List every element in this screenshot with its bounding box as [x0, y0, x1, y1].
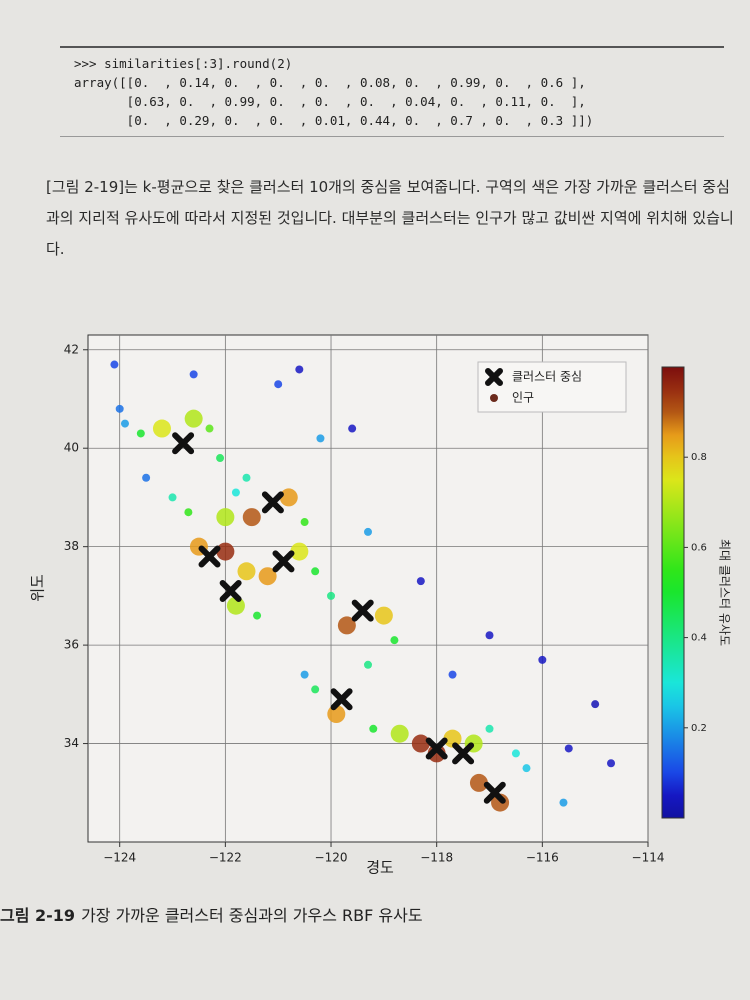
- population-point: [242, 473, 251, 482]
- population-point: [216, 454, 225, 463]
- population-point: [290, 542, 309, 561]
- population-point: [607, 759, 616, 768]
- x-tick-label: −124: [103, 851, 136, 865]
- population-point: [411, 734, 430, 753]
- y-axis-label: 위도: [29, 574, 47, 602]
- population-point: [295, 365, 304, 374]
- population-point: [522, 764, 531, 773]
- population-point: [390, 636, 399, 645]
- code-line: [0.63, 0. , 0.99, 0. , 0. , 0. , 0.04, 0…: [74, 94, 586, 109]
- population-point: [369, 724, 378, 733]
- code-line: >>> similarities[:3].round(2): [74, 56, 293, 71]
- population-point: [485, 724, 494, 733]
- population-point: [253, 611, 262, 620]
- y-tick-label: 38: [64, 539, 79, 553]
- population-point: [311, 685, 320, 694]
- code-line: [0. , 0.29, 0. , 0. , 0.01, 0.44, 0. , 0…: [74, 113, 594, 128]
- population-point: [559, 798, 568, 807]
- caption: 그림 2-19 가장 가까운 클러스터 중심과의 가우스 RBF 유사도: [0, 902, 423, 926]
- population-point: [511, 749, 520, 758]
- population-point: [152, 419, 171, 438]
- legend-label: 인구: [512, 391, 534, 405]
- population-point: [491, 793, 510, 812]
- population-point: [231, 488, 240, 497]
- population-point: [205, 424, 214, 433]
- population-point: [120, 419, 129, 428]
- colorbar-tick-label: 0.6: [691, 542, 707, 553]
- legend-label: 클러스터 중심: [512, 370, 582, 384]
- cluster-center: [219, 579, 242, 602]
- population-point: [189, 370, 198, 379]
- plot-area: [87, 334, 649, 843]
- population-point: [258, 567, 277, 586]
- legend-marker: [485, 368, 503, 386]
- population-point: [316, 434, 325, 443]
- caption-label: 그림 2-19: [0, 906, 76, 925]
- chart: 경도 위도 −124 −122 −120 −118 −116 −114 34 36 38 40 42…: [29, 334, 732, 877]
- population-point: [564, 744, 573, 753]
- cluster-center: [452, 742, 475, 765]
- population-point: [416, 577, 425, 586]
- population-point: [184, 409, 203, 428]
- cluster-center: [330, 688, 353, 711]
- population-point: [274, 380, 283, 389]
- population-point: [242, 508, 261, 527]
- x-tick-label: −120: [315, 851, 348, 865]
- population-point: [374, 606, 393, 625]
- x-axis-label: 경도: [366, 859, 394, 877]
- population-point: [311, 567, 320, 576]
- population-point: [142, 473, 151, 482]
- population-point: [538, 655, 547, 664]
- population-point: [348, 424, 357, 433]
- code-block: >>> similarities[:3].round(2) array([[0. …: [60, 46, 724, 137]
- x-tick-label: −114: [632, 851, 665, 865]
- y-tick-label: 36: [64, 638, 79, 652]
- cluster-center: [261, 491, 284, 514]
- colorbar-label: 최대 클러스터 유사도: [718, 539, 732, 646]
- population-point: [184, 508, 193, 517]
- population-point: [448, 670, 457, 679]
- colorbar: [661, 366, 685, 819]
- population-point: [216, 542, 235, 561]
- population-point: [300, 670, 309, 679]
- population-point: [237, 562, 256, 581]
- population-point: [591, 700, 600, 709]
- x-tick-label: −116: [526, 851, 559, 865]
- colorbar-tick-label: 0.8: [691, 452, 707, 463]
- code-line: array([[0. , 0.14, 0. , 0. , 0. , 0.08, …: [74, 75, 586, 90]
- y-tick-label: 34: [64, 736, 79, 750]
- cluster-center: [272, 550, 295, 573]
- x-tick-label: −122: [209, 851, 242, 865]
- cluster-center: [483, 781, 506, 804]
- population-point: [469, 773, 488, 792]
- population-point: [115, 404, 124, 413]
- population-point: [327, 591, 336, 600]
- cluster-center: [198, 545, 221, 568]
- cluster-center: [351, 599, 374, 622]
- population-point: [110, 360, 119, 369]
- x-tick-label: −118: [420, 851, 453, 865]
- colorbar-tick-label: 0.4: [691, 633, 707, 644]
- cluster-center: [172, 432, 195, 455]
- colorbar-tick-label: 0.2: [691, 723, 707, 734]
- population-point: [300, 518, 309, 527]
- population-point: [216, 508, 235, 527]
- y-tick-label: 40: [64, 441, 79, 455]
- caption-text: 가장 가까운 클러스터 중심과의 가우스 RBF 유사도: [81, 906, 423, 925]
- cluster-center: [425, 737, 448, 760]
- population-point: [364, 660, 372, 669]
- y-tick-label: 42: [64, 342, 79, 356]
- legend-marker: [490, 394, 498, 402]
- paragraph: [그림 2-19]는 k-평균으로 찾은 클러스터 10개의 중심을 보여줍니다…: [46, 178, 734, 258]
- population-point: [485, 631, 494, 640]
- population-point: [390, 724, 409, 743]
- population-point: [168, 493, 177, 502]
- population-point: [337, 616, 356, 635]
- population-point: [279, 488, 298, 507]
- population-point: [136, 429, 145, 438]
- population-point: [364, 527, 372, 536]
